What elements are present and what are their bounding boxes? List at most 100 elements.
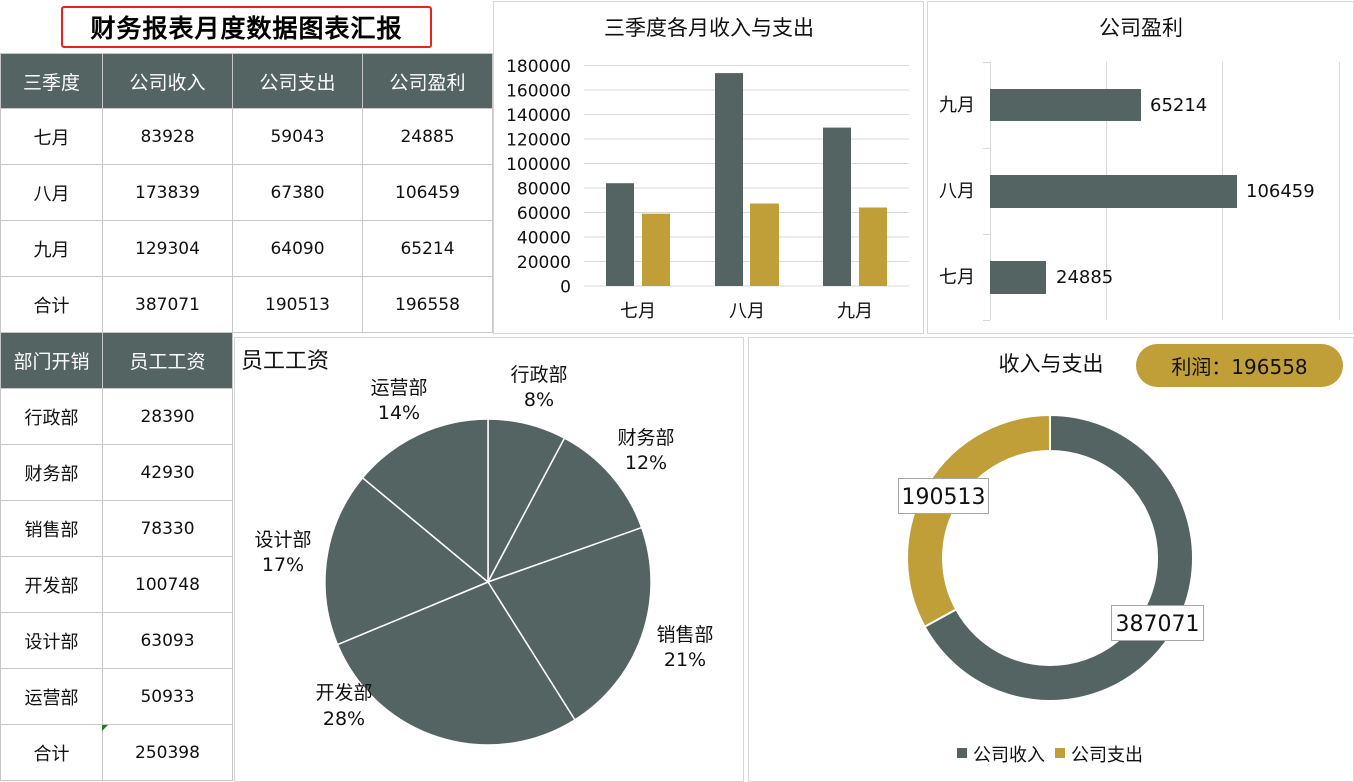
svg-text:销售部: 销售部	[656, 624, 713, 646]
income-expense-donut-chart[interactable]: 收入与支出 190513 387071 公司收入 公司支出	[748, 337, 1354, 782]
table-row: 设计部 63093	[0, 612, 233, 669]
income-expense-bar-chart[interactable]: 三季度各月收入与支出 180000 160000 140000 120000 1…	[493, 1, 924, 334]
table-row: 九月 129304 64090 65214	[0, 220, 493, 277]
chart-title: 三季度各月收入与支出	[604, 16, 814, 40]
svg-text:九月: 九月	[837, 301, 873, 322]
header-cell: 公司盈利	[362, 53, 493, 109]
dept-cell[interactable]: 行政部	[0, 388, 103, 445]
table-row: 行政部 28390	[0, 388, 233, 445]
month-cell[interactable]: 八月	[0, 164, 103, 221]
svg-text:运营部: 运营部	[370, 377, 427, 399]
legend-swatch-expense	[1055, 748, 1065, 758]
chart-title: 收入与支出	[999, 352, 1104, 376]
donut-segments[interactable]	[906, 413, 1194, 702]
expense-cell[interactable]: 64090	[232, 220, 363, 277]
salary-cell[interactable]: 63093	[102, 612, 233, 669]
income-bars[interactable]	[606, 73, 851, 286]
x-axis-labels: 七月 八月 九月	[620, 301, 873, 322]
svg-text:65214: 65214	[1150, 95, 1207, 116]
svg-text:公司支出: 公司支出	[1071, 745, 1143, 766]
gridlines	[584, 65, 909, 287]
salary-cell[interactable]: 78330	[102, 500, 233, 557]
dept-cell[interactable]: 运营部	[0, 668, 103, 725]
svg-text:行政部: 行政部	[510, 364, 567, 386]
quarter-table: 三季度 公司收入 公司支出 公司盈利 七月 83928 59043 24885 …	[0, 53, 493, 333]
total-label-cell[interactable]: 合计	[0, 276, 103, 333]
donut-data-labels: 190513 387071	[898, 478, 1204, 641]
salary-cell[interactable]: 28390	[102, 388, 233, 445]
salary-cell[interactable]: 50933	[102, 668, 233, 725]
income-cell[interactable]: 83928	[102, 108, 233, 165]
header-cell: 员工工资	[102, 332, 233, 389]
profit-cell[interactable]: 106459	[362, 164, 493, 221]
table-row: 合计 250398	[0, 724, 233, 781]
table-row: 开发部 100748	[0, 556, 233, 613]
dept-cell[interactable]: 财务部	[0, 444, 103, 501]
svg-text:21%: 21%	[664, 649, 706, 671]
header-cell: 三季度	[0, 53, 103, 109]
svg-text:80000: 80000	[517, 180, 571, 200]
svg-text:28%: 28%	[323, 708, 365, 730]
profit-cell[interactable]: 65214	[362, 220, 493, 277]
svg-text:公司收入: 公司收入	[973, 745, 1045, 766]
profit-total-cell[interactable]: 196558	[362, 276, 493, 333]
profit-cell[interactable]: 24885	[362, 108, 493, 165]
svg-text:140000: 140000	[506, 106, 571, 126]
svg-text:七月: 七月	[620, 301, 656, 322]
chart-title: 员工工资	[241, 349, 329, 374]
header-cell: 公司收入	[102, 53, 233, 109]
svg-text:七月: 七月	[939, 267, 975, 288]
table-row: 合计 387071 190513 196558	[0, 276, 493, 333]
income-cell[interactable]: 129304	[102, 220, 233, 277]
svg-text:八月: 八月	[729, 301, 765, 322]
legend: 公司收入 公司支出	[957, 745, 1143, 766]
svg-text:8%: 8%	[524, 389, 554, 411]
formula-warning-flag-icon	[102, 725, 108, 731]
dept-cell[interactable]: 设计部	[0, 612, 103, 669]
y-axis-ticks: 180000 160000 140000 120000 100000 80000…	[506, 57, 571, 298]
header-cell: 部门开销	[0, 332, 103, 389]
legend-swatch-income	[957, 748, 967, 758]
svg-text:设计部: 设计部	[254, 529, 311, 551]
salary-cell[interactable]: 42930	[102, 444, 233, 501]
svg-text:12%: 12%	[625, 452, 667, 474]
profit-bars[interactable]	[990, 89, 1237, 294]
income-total-cell[interactable]: 387071	[102, 276, 233, 333]
expense-cell[interactable]: 59043	[232, 108, 363, 165]
table-row: 七月 83928 59043 24885	[0, 108, 493, 165]
svg-text:160000: 160000	[506, 82, 571, 102]
income-cell[interactable]: 173839	[102, 164, 233, 221]
profit-badge: 利润：196558	[1136, 344, 1343, 387]
svg-text:20000: 20000	[517, 253, 571, 273]
svg-text:14%: 14%	[378, 402, 420, 424]
y-axis-labels: 九月 八月 七月	[939, 95, 975, 288]
svg-text:24885: 24885	[1056, 267, 1113, 288]
month-cell[interactable]: 七月	[0, 108, 103, 165]
month-cell[interactable]: 九月	[0, 220, 103, 277]
salary-total-cell[interactable]: 250398	[102, 724, 233, 781]
table-row: 八月 173839 67380 106459	[0, 164, 493, 221]
svg-text:40000: 40000	[517, 229, 571, 249]
salary-pie-chart[interactable]: 员工工资 行政部 8% 财务部 12% 销售部 21% 开发部 28% 设计部 …	[234, 337, 744, 782]
svg-text:17%: 17%	[262, 554, 304, 576]
expense-cell[interactable]: 67380	[232, 164, 363, 221]
pie-slices[interactable]	[324, 418, 652, 746]
dept-cell[interactable]: 销售部	[0, 500, 103, 557]
header-cell: 公司支出	[232, 53, 363, 109]
data-labels: 65214 106459 24885	[1056, 95, 1315, 288]
department-table: 部门开销 员工工资 行政部 28390 财务部 42930 销售部 78330 开发部…	[0, 332, 233, 781]
svg-text:120000: 120000	[506, 131, 571, 151]
salary-cell[interactable]: 100748	[102, 556, 233, 613]
total-label-cell[interactable]: 合计	[0, 724, 103, 781]
expense-total-cell[interactable]: 190513	[232, 276, 363, 333]
svg-text:387071: 387071	[1116, 612, 1200, 637]
svg-text:0: 0	[560, 278, 571, 298]
svg-text:财务部: 财务部	[617, 427, 674, 449]
profit-bar-chart[interactable]: 公司盈利 九月 八月 七月 65214 106459 24885	[927, 1, 1354, 334]
pie-labels: 行政部 8% 财务部 12% 销售部 21% 开发部 28% 设计部 17% 运…	[254, 364, 713, 730]
dept-cell[interactable]: 开发部	[0, 556, 103, 613]
svg-text:180000: 180000	[506, 57, 571, 77]
table-row: 运营部 50933	[0, 668, 233, 725]
expense-bars[interactable]	[642, 203, 887, 287]
svg-text:190513: 190513	[902, 485, 986, 510]
